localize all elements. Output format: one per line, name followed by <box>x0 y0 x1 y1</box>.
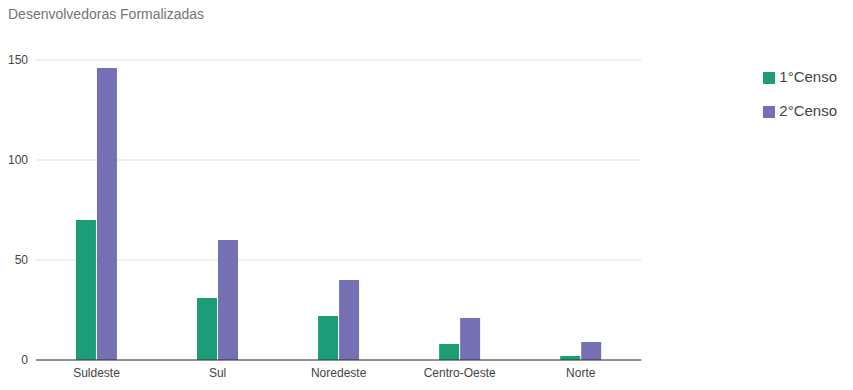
svg-text:Sul: Sul <box>209 366 226 380</box>
svg-text:Suldeste: Suldeste <box>73 366 120 380</box>
svg-text:100: 100 <box>8 153 28 167</box>
svg-text:50: 50 <box>15 253 29 267</box>
html-text:1°Censo: 1°Censo <box>779 68 837 85</box>
svg-text:0: 0 <box>21 353 28 367</box>
html-text:Desenvolvedoras Formalizadas: Desenvolvedoras Formalizadas <box>8 6 205 22</box>
svg-text:150: 150 <box>8 53 28 67</box>
svg-text:Noredeste: Noredeste <box>311 366 367 380</box>
svg-text:Centro-Oeste: Centro-Oeste <box>424 366 496 380</box>
html-text:2°Censo: 2°Censo <box>779 102 837 119</box>
svg-text:Norte: Norte <box>566 366 596 380</box>
